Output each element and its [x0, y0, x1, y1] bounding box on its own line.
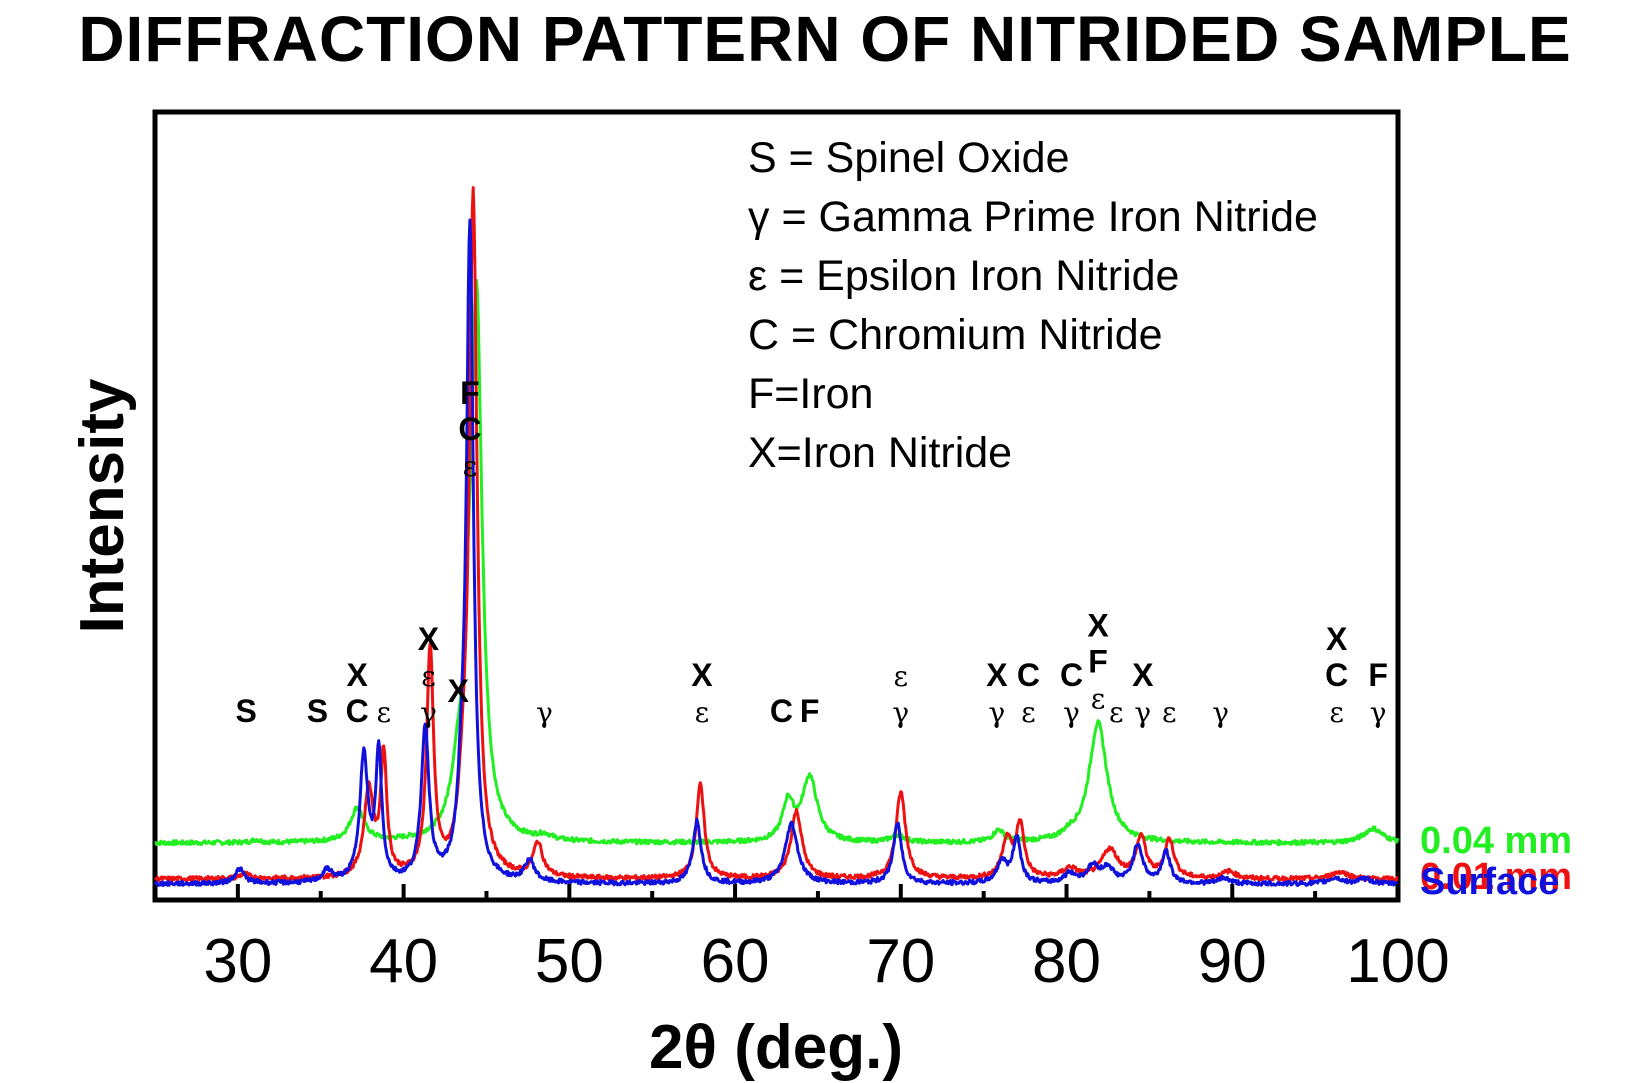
- chart-title: DIFFRACTION PATTERN OF NITRIDED SAMPLE: [78, 3, 1572, 75]
- peak-label: X: [691, 657, 713, 693]
- peak-label: γ: [536, 696, 553, 729]
- peak-label: ε: [1162, 696, 1177, 729]
- series-line-0-04-mm: [154, 278, 1400, 847]
- series-line-surface: [153, 218, 1399, 887]
- plot-frame: [152, 109, 1401, 903]
- peak-label: ε: [1109, 696, 1124, 729]
- x-axis-title: 2θ (deg.): [649, 1013, 903, 1082]
- peak-label: C: [1060, 657, 1083, 693]
- x-tick-label: 80: [1032, 927, 1101, 996]
- x-tick-label: 30: [203, 927, 272, 996]
- peak-label: X: [1326, 621, 1348, 657]
- peak-label: γ: [1370, 696, 1387, 729]
- peak-label: C: [346, 693, 369, 729]
- x-tick-label: 50: [535, 927, 604, 996]
- x-tick-label: 90: [1198, 927, 1267, 996]
- peak-label: ε: [894, 660, 909, 693]
- legend-entry: S = Spinel Oxide: [748, 134, 1070, 182]
- peak-label: ε: [1091, 683, 1106, 716]
- peak-label: γ: [1212, 696, 1229, 729]
- x-tick-label: 60: [701, 927, 770, 996]
- peak-label: F: [800, 693, 820, 729]
- peak-label: ε: [695, 696, 710, 729]
- series-label: Surface: [1420, 861, 1559, 903]
- peak-label: F: [1088, 644, 1108, 680]
- peak-label: X: [448, 673, 470, 709]
- peak-label: γ: [892, 696, 909, 729]
- peak-label: C: [770, 693, 793, 729]
- legend-entry: γ = Gamma Prime Iron Nitride: [748, 193, 1318, 241]
- peak-label: γ: [989, 696, 1006, 729]
- peak-label: ε: [1021, 696, 1036, 729]
- x-tick-label: 70: [866, 927, 935, 996]
- peak-label: X: [1132, 657, 1154, 693]
- x-axis: 30 40 50 60 70 80 90 100: [153, 884, 1450, 996]
- peak-label: γ: [420, 696, 437, 729]
- legend-entry: F=Iron: [748, 370, 873, 418]
- peak-label: ε: [376, 696, 391, 729]
- peak-label: F: [460, 375, 480, 411]
- series-layer: [153, 186, 1400, 887]
- x-tick-label: 40: [369, 927, 438, 996]
- peak-label: C: [1325, 657, 1348, 693]
- peak-label: F: [1368, 657, 1388, 693]
- series-label: 0.04 mm: [1420, 820, 1572, 862]
- peak-label: γ: [1134, 696, 1151, 729]
- peak-label: C: [458, 411, 481, 447]
- x-tick-label: 100: [1346, 927, 1449, 996]
- peak-label: ε: [421, 660, 436, 693]
- peak-label: C: [1017, 657, 1040, 693]
- peak-label: S: [235, 693, 256, 729]
- y-axis-title: Intensity: [68, 378, 137, 633]
- legend: S = Spinel Oxide γ = Gamma Prime Iron Nit…: [748, 134, 1318, 477]
- peak-label: γ: [1063, 696, 1080, 729]
- peak-label: S: [307, 693, 328, 729]
- legend-entry: X=Iron Nitride: [748, 429, 1012, 477]
- peak-label: ε: [1329, 696, 1344, 729]
- peak-label: ε: [463, 450, 478, 483]
- peak-label: X: [986, 657, 1008, 693]
- legend-entry: ε = Epsilon Iron Nitride: [748, 252, 1179, 300]
- peak-label: X: [418, 621, 440, 657]
- series-label: 0.01 mm: [1420, 856, 1572, 898]
- legend-entry: C = Chromium Nitride: [748, 311, 1163, 359]
- peak-label: X: [1087, 608, 1109, 644]
- peak-label: X: [347, 657, 369, 693]
